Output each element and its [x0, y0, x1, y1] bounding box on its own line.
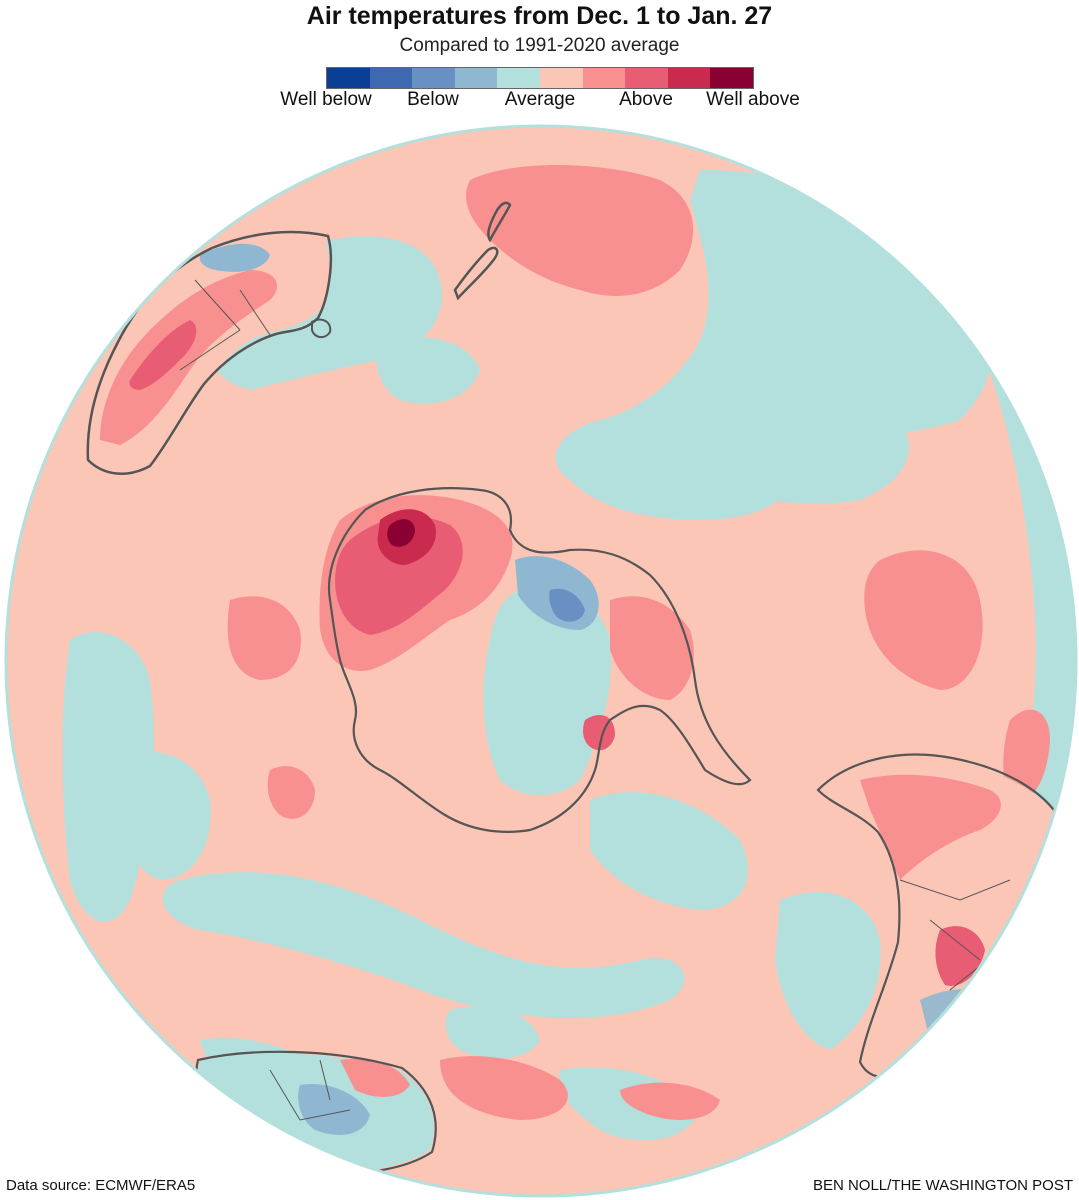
legend-swatch-5 — [497, 68, 540, 88]
australia-region — [86, 230, 333, 475]
legend-swatch-2 — [369, 68, 413, 88]
legend-swatch-7 — [582, 68, 626, 88]
antarctica-coastline — [328, 487, 752, 833]
legend-swatch-4 — [454, 68, 498, 88]
legend-label-well-above: Well above — [706, 89, 800, 110]
chart-subtitle: Compared to 1991-2020 average — [399, 35, 680, 56]
legend-swatch-6 — [539, 68, 583, 88]
chart-title: Air temperatures from Dec. 1 to Jan. 27 — [306, 2, 773, 30]
legend-label-well-below: Well below — [280, 89, 372, 110]
legend-swatch-9 — [667, 68, 711, 88]
southern-africa-region — [195, 1050, 437, 1175]
legend-swatch-3 — [412, 68, 455, 88]
globe-edge — [4, 124, 1078, 1198]
legend-swatch-8 — [625, 68, 668, 88]
legend-swatch-1 — [327, 68, 370, 88]
legend-label-below: Below — [407, 89, 459, 110]
author-credit: BEN NOLL/THE WASHINGTON POST — [812, 1177, 1073, 1194]
legend-label-average: Average — [504, 89, 576, 110]
new-zealand-region — [453, 201, 512, 301]
legend-swatch-10 — [710, 68, 753, 88]
data-source-credit: Data source: ECMWF/ERA5 — [6, 1177, 196, 1194]
anomaly-layer — [62, 165, 1076, 1175]
legend-color-scale — [326, 67, 754, 89]
legend-label-above: Above — [619, 89, 673, 110]
antarctic-anomaly — [319, 495, 694, 751]
